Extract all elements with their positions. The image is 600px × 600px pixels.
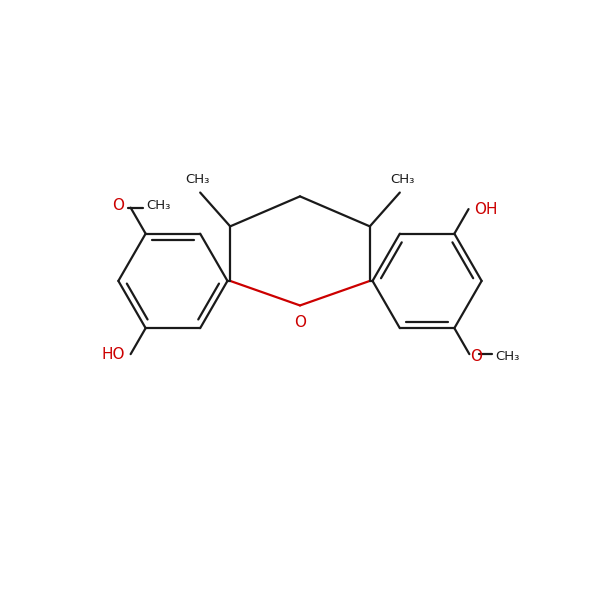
Text: O: O <box>470 349 482 364</box>
Text: O: O <box>294 315 306 330</box>
Text: CH₃: CH₃ <box>185 173 209 186</box>
Text: CH₃: CH₃ <box>496 350 520 364</box>
Text: OH: OH <box>474 202 497 217</box>
Text: HO: HO <box>101 347 125 362</box>
Text: CH₃: CH₃ <box>146 199 170 212</box>
Text: CH₃: CH₃ <box>391 173 415 186</box>
Text: O: O <box>112 198 124 213</box>
